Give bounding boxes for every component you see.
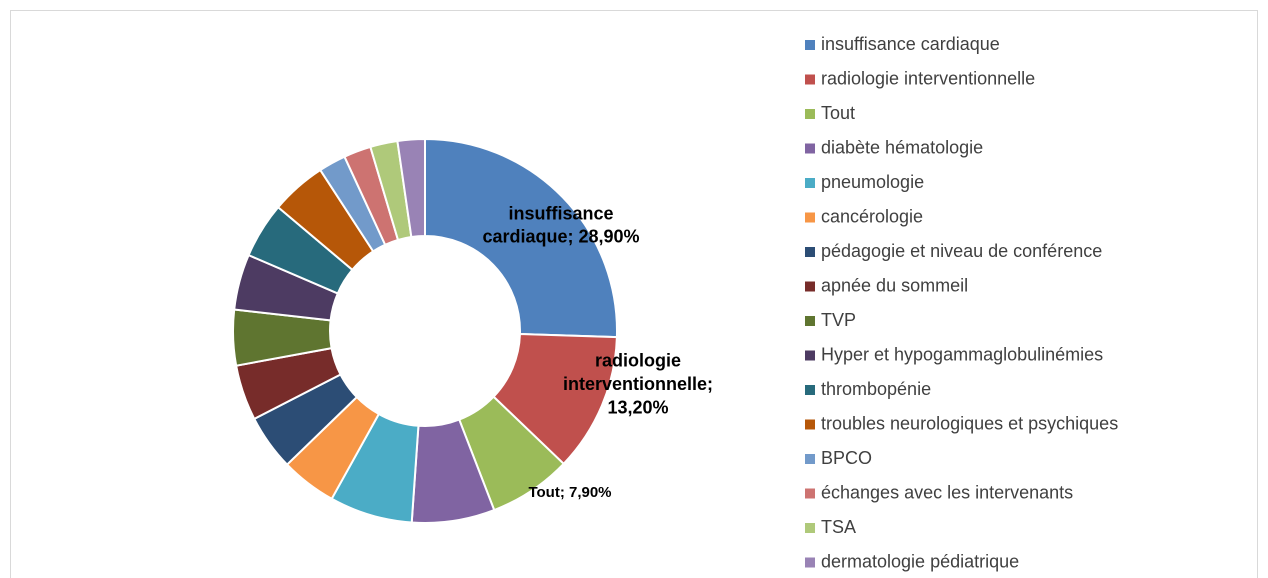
donut-slice	[424, 137, 618, 339]
donut-slice	[396, 137, 426, 239]
legend-label: pneumologie	[821, 172, 924, 192]
legend-label: échanges avec les intervenants	[821, 482, 1073, 502]
legend-label: apnée du sommeil	[821, 275, 968, 295]
legend-label: dermatologie pédiatrique	[821, 551, 1019, 571]
legend-swatch	[805, 281, 815, 292]
legend-label: insuffisance cardiaque	[821, 34, 1000, 54]
legend-swatch	[805, 212, 815, 223]
legend-swatch	[805, 74, 815, 85]
legend-swatch	[805, 143, 815, 154]
legend-swatch	[805, 419, 815, 430]
legend-label: pédagogie et niveau de conférence	[821, 241, 1102, 261]
legend-swatch	[805, 316, 815, 326]
data-label: radiologie interventionnelle; 13,20%	[563, 350, 713, 417]
legend-label: radiologie interventionnelle	[821, 68, 1035, 88]
legend-swatch	[805, 488, 815, 499]
legend-swatch	[805, 557, 815, 568]
legend-label: TVP	[821, 310, 856, 330]
legend-label: cancérologie	[821, 206, 923, 226]
legend-swatch	[805, 178, 815, 188]
legend-label: BPCO	[821, 448, 872, 468]
legend-swatch	[805, 247, 815, 257]
legend-label: TSA	[821, 517, 856, 537]
legend-label: thrombopénie	[821, 379, 931, 399]
legend-label: diabète hématologie	[821, 137, 983, 157]
legend-swatch	[805, 109, 815, 119]
legend-label: troubles neurologiques et psychiques	[821, 413, 1118, 433]
legend-swatch	[805, 523, 815, 533]
data-label: insuffisance cardiaque; 28,90%	[482, 203, 639, 246]
data-label: Tout; 7,90%	[528, 484, 611, 501]
legend-label: Tout	[821, 103, 855, 123]
legend-label: Hyper et hypogammaglobulinémies	[821, 344, 1103, 364]
legend-swatch	[805, 385, 815, 395]
legend-swatch	[805, 350, 815, 361]
legend-swatch	[805, 40, 815, 50]
legend-swatch	[805, 454, 815, 464]
chart-frame	[10, 10, 1258, 578]
